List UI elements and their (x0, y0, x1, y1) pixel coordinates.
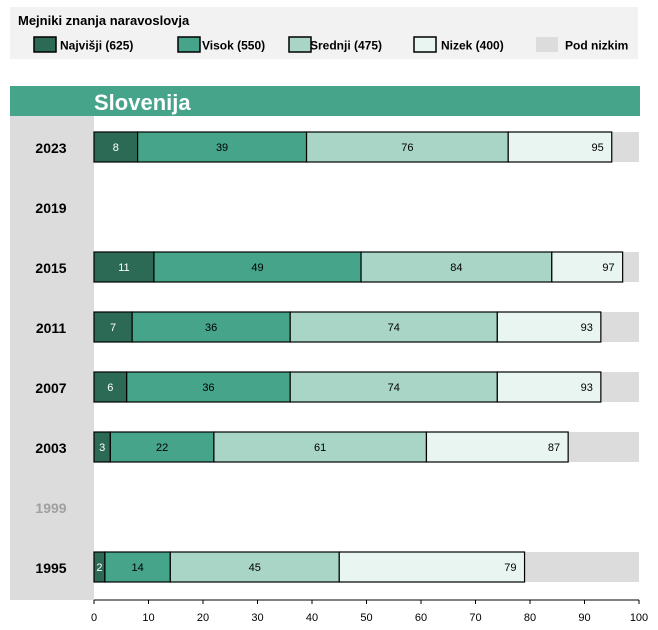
x-tick-label: 80 (524, 612, 536, 624)
bar-segment (169, 551, 340, 583)
bar-value-label: 6 (107, 382, 113, 394)
bar-value-label: 93 (581, 382, 593, 394)
bar-segment (93, 311, 133, 343)
bar-value-label: 8 (113, 142, 119, 154)
bar-segment (496, 371, 602, 403)
bar-value-label: 39 (216, 142, 228, 154)
bar-value-label: 22 (156, 442, 168, 454)
bar-segment (93, 131, 139, 163)
bar-segment (360, 251, 553, 283)
category-label: 2011 (36, 320, 67, 336)
category-label: 2007 (35, 380, 66, 396)
bar-value-label: 76 (401, 142, 413, 154)
bar-value-label: 7 (110, 322, 116, 334)
category-label: 2019 (35, 200, 66, 216)
bar-segment (126, 371, 291, 403)
x-tick-label: 100 (630, 612, 648, 624)
category-label: 1995 (35, 560, 66, 576)
category-label: 2015 (35, 260, 66, 276)
legend: Mejniki znanja naravoslovja (10, 7, 638, 59)
bar-value-label: 14 (131, 562, 143, 574)
bar-segment (93, 251, 155, 283)
x-tick-label: 60 (415, 612, 427, 624)
bar-segment (109, 431, 215, 463)
legend-label: Nizek (400) (441, 39, 504, 53)
x-tick-label: 40 (306, 612, 318, 624)
category-label: 2023 (35, 140, 66, 156)
legend-label: Visok (550) (202, 39, 265, 53)
bar-value-label: 87 (548, 442, 560, 454)
bar-segment (507, 131, 613, 163)
legend-label: Pod nizkim (565, 39, 628, 53)
bar-value-label: 36 (205, 322, 217, 334)
bar-value-label: 45 (249, 562, 261, 574)
bar-segment (131, 311, 291, 343)
bar-value-label: 61 (314, 442, 326, 454)
bar-segment (496, 311, 602, 343)
legend-swatch (33, 36, 57, 53)
bar-segment (137, 131, 308, 163)
x-tick-label: 20 (197, 612, 209, 624)
legend-swatch (413, 36, 437, 53)
bar-value-label: 11 (118, 262, 129, 274)
bar-value-label: 95 (592, 142, 604, 154)
category-label: 2003 (35, 440, 66, 456)
bar-segment (93, 371, 128, 403)
bar-segment (289, 371, 498, 403)
bar-value-label: 74 (388, 322, 400, 334)
bar-value-label: 36 (202, 382, 214, 394)
bar-value-label: 93 (581, 322, 593, 334)
legend-label: Najvišji (625) (60, 39, 133, 53)
bar-value-label: 84 (450, 262, 462, 274)
title-band (10, 86, 640, 116)
x-tick-label: 0 (91, 612, 97, 624)
legend-swatch (177, 36, 201, 53)
bar-value-label: 79 (504, 562, 516, 574)
legend-label: Srednji (475) (310, 39, 382, 53)
x-tick-label: 30 (251, 612, 263, 624)
bar-segment (551, 251, 624, 283)
legend-swatch (536, 37, 558, 52)
category-column (10, 116, 94, 600)
legend-title: Mejniki znanja naravoslovja (18, 13, 190, 28)
bar-value-label: 3 (99, 442, 105, 454)
bar-segment (425, 431, 569, 463)
bar-value-label: 97 (602, 262, 614, 274)
x-tick-label: 50 (360, 612, 372, 624)
x-tick-label: 90 (578, 612, 590, 624)
x-tick-label: 10 (142, 612, 154, 624)
category-label: 1999 (35, 500, 66, 516)
bar-segment (338, 551, 526, 583)
bar-value-label: 2 (96, 562, 102, 574)
bar-value-label: 74 (388, 382, 400, 394)
x-tick-label: 70 (469, 612, 481, 624)
bar-segment (289, 311, 498, 343)
legend-swatch (288, 36, 312, 53)
bar-value-label: 49 (251, 262, 263, 274)
chart-title: Slovenija (94, 90, 191, 115)
